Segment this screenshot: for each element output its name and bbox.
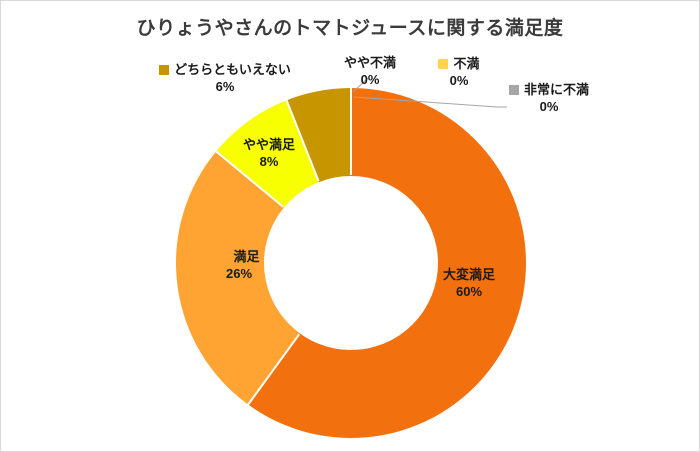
data-label-pct: 60% [455, 283, 483, 299]
data-label-very-satisfied: 大変満足 60% [421, 267, 517, 301]
legend-key-very-dissatisfied [508, 85, 519, 95]
data-label-satisfied: 満足 26% [193, 249, 285, 283]
legend-key-neutral [159, 65, 170, 75]
data-label-somewhat-satisfied: やや満足 8% [223, 137, 315, 171]
legend-key-dissatisfied [438, 59, 449, 69]
data-label-pct: 6% [215, 78, 235, 94]
data-label-text: 不満 [453, 56, 480, 71]
data-label-text: 満足 [233, 249, 260, 264]
data-label-neutral: どちらともいえない 6% [149, 62, 301, 96]
data-label-text: どちらともいえない [174, 62, 291, 77]
data-label-text: 大変満足 [442, 267, 495, 282]
data-label-somewhat-dissatisfied: やや不満 0% [327, 55, 413, 89]
data-label-text: やや満足 [242, 137, 295, 152]
legend-key-satisfied [218, 252, 229, 262]
data-label-pct: 0% [449, 72, 469, 88]
data-label-pct: 0% [539, 98, 559, 114]
data-label-dissatisfied: 不満 0% [419, 56, 499, 90]
data-label-very-dissatisfied: 非常に不満 0% [499, 82, 599, 116]
data-label-text: 非常に不満 [523, 82, 589, 97]
data-label-pct: 0% [360, 71, 380, 87]
data-label-pct: 26% [225, 265, 253, 281]
chart-title: ひりょうやさんのトマトジュースに関する満足度 [136, 18, 564, 39]
data-label-text: やや不満 [343, 55, 396, 70]
data-label-pct: 8% [259, 153, 279, 169]
donut-hole [264, 176, 438, 350]
